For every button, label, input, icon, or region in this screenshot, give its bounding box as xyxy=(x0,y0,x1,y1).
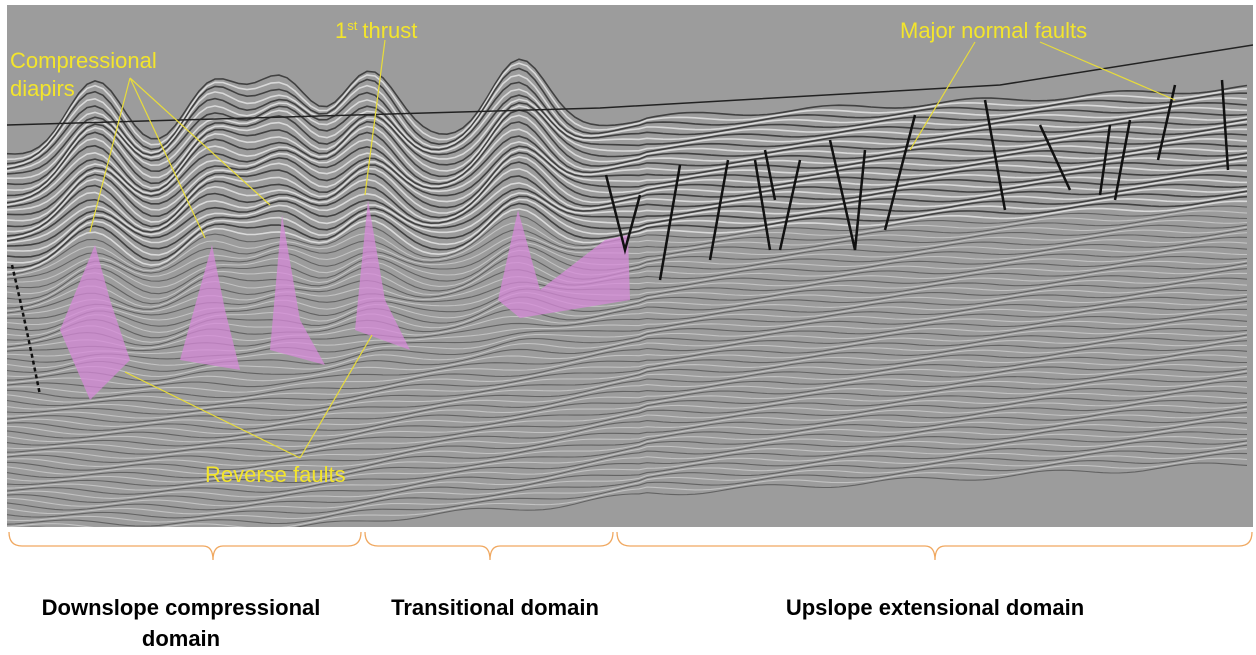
diapirs xyxy=(60,200,630,400)
reflector xyxy=(7,105,1248,192)
domain-label: Upslope extensional domain xyxy=(786,595,1084,620)
reflector xyxy=(7,385,1248,459)
reflector xyxy=(7,354,1248,427)
thrust-text: thrust xyxy=(362,18,417,43)
reflector xyxy=(7,155,1248,233)
reflector xyxy=(7,363,1248,435)
reflector xyxy=(7,457,1248,527)
reflector xyxy=(7,121,1248,204)
reflector xyxy=(7,62,1248,161)
reflector xyxy=(7,167,1248,240)
diapir xyxy=(355,200,410,350)
reflector xyxy=(7,58,1248,155)
reflector xyxy=(7,101,1248,186)
reflector xyxy=(7,313,1248,386)
reflector xyxy=(7,151,1248,228)
reflector xyxy=(7,406,1248,479)
reflector xyxy=(7,399,1248,471)
thrust-label: 1st thrust xyxy=(335,18,417,43)
reflector xyxy=(7,74,1248,168)
reflector xyxy=(7,190,1248,258)
reflector xyxy=(7,148,1248,222)
domain-braces xyxy=(8,531,1253,561)
domain-label: domain xyxy=(142,626,220,651)
reflector xyxy=(7,344,1248,419)
reflector xyxy=(7,426,1248,499)
reflector xyxy=(7,395,1247,467)
reflector xyxy=(7,81,1248,170)
faults xyxy=(10,79,1230,396)
thrust-number: 1 xyxy=(335,18,347,43)
reflector xyxy=(7,448,1248,523)
reflector xyxy=(7,372,1248,447)
reflector xyxy=(7,442,1248,515)
reflector xyxy=(7,145,1248,216)
reflector xyxy=(7,140,1248,211)
reflector xyxy=(7,94,1248,175)
reflector xyxy=(7,404,1248,475)
reflector xyxy=(7,421,1248,495)
diapirs-label: diapirs xyxy=(10,76,75,101)
reflector xyxy=(7,408,1248,483)
diapir xyxy=(270,215,325,365)
reflector xyxy=(7,416,1248,491)
diapirs-label: Compressional xyxy=(10,48,157,73)
reflector xyxy=(7,318,1248,390)
domain-label: Transitional domain xyxy=(391,595,599,620)
reflector xyxy=(7,88,1248,172)
diapir xyxy=(498,210,630,318)
reflector xyxy=(7,304,1248,378)
reflector xyxy=(7,412,1248,487)
reflector xyxy=(7,334,1248,407)
reflector xyxy=(7,340,1248,415)
reflector xyxy=(7,376,1248,451)
thrust-superscript: st xyxy=(347,18,358,33)
reflector xyxy=(7,323,1248,394)
diapir xyxy=(60,245,130,400)
normal-faults-label: Major normal faults xyxy=(900,18,1087,43)
reflector xyxy=(7,436,1248,507)
reflector xyxy=(7,368,1248,439)
seafloor xyxy=(7,44,1253,126)
reflector xyxy=(7,67,1247,165)
reflector xyxy=(7,178,1248,244)
reflector xyxy=(7,114,1248,201)
reflector xyxy=(7,390,1248,463)
reflector xyxy=(7,128,1248,206)
reflector xyxy=(7,380,1248,455)
reflector xyxy=(7,161,1248,237)
reflector xyxy=(7,109,1248,197)
reflector xyxy=(7,195,1248,269)
reflector xyxy=(7,452,1248,527)
reflector xyxy=(7,308,1248,382)
seismic-reflectors xyxy=(7,44,1253,527)
diapir xyxy=(180,245,240,370)
reflector xyxy=(7,188,1248,252)
reflector xyxy=(7,370,1248,443)
reflector xyxy=(7,327,1248,399)
leader-lines xyxy=(89,39,1176,459)
reflector xyxy=(7,332,1248,403)
reflector xyxy=(7,359,1247,431)
reflector xyxy=(7,183,1248,247)
reflector xyxy=(7,173,1248,242)
reflector xyxy=(7,444,1248,519)
reflector xyxy=(7,431,1248,503)
reflector xyxy=(7,440,1248,511)
domain-label: Downslope compressional xyxy=(42,595,321,620)
reflector xyxy=(7,336,1248,411)
reflector xyxy=(7,192,1248,264)
reflector xyxy=(22,462,1248,527)
reverse-faults-label: Reverse faults xyxy=(205,462,346,487)
